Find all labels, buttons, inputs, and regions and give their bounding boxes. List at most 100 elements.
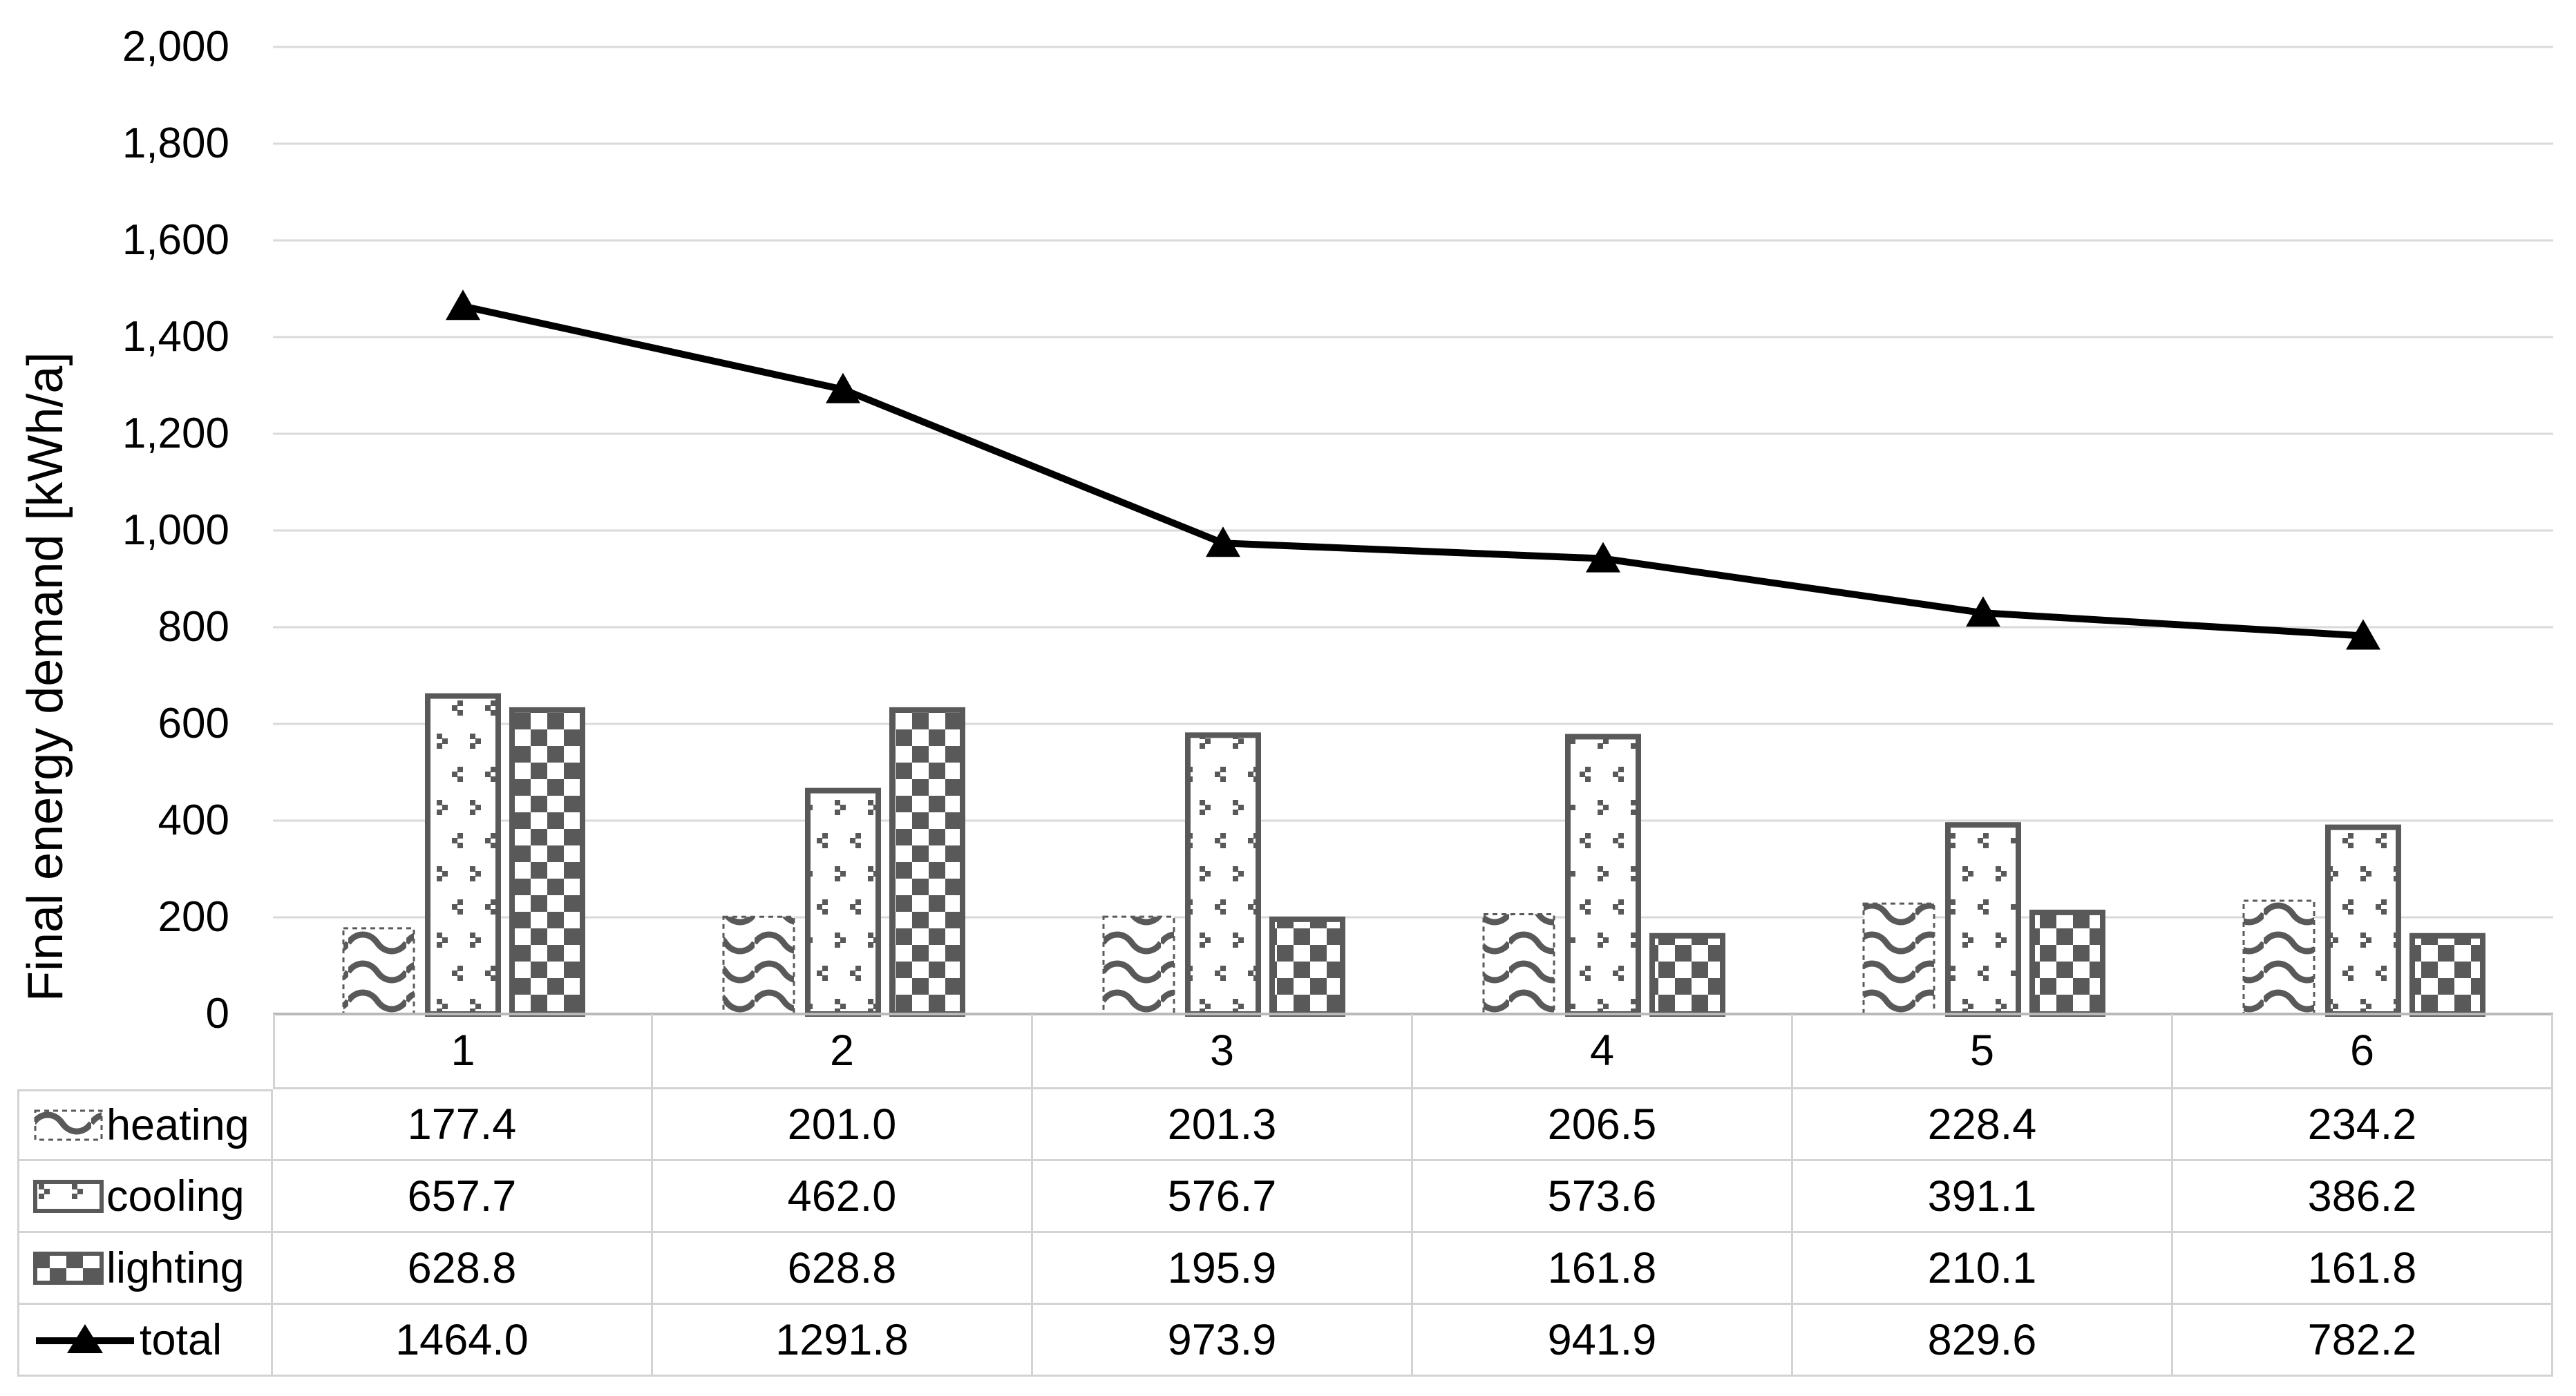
table-value: 210.1 xyxy=(1927,1243,2037,1292)
category-cell: 2 xyxy=(653,1014,1033,1089)
bar-cooling-3 xyxy=(1185,732,1261,1017)
bar-lighting-3 xyxy=(1269,916,1345,1017)
bar-cooling-1 xyxy=(425,693,501,1017)
bar-heating-1 xyxy=(342,927,415,1015)
table-value: 161.8 xyxy=(2307,1243,2417,1292)
bar-heating-6 xyxy=(2242,899,2315,1015)
table-value: 391.1 xyxy=(1927,1172,2037,1221)
category-cell: 5 xyxy=(1793,1014,2173,1089)
marker-total-2 xyxy=(826,372,860,403)
y-tick-label: 1,800 xyxy=(122,119,229,167)
legend-cell-total: total xyxy=(17,1305,273,1377)
marker-total-5 xyxy=(1966,596,2000,627)
table-value: 973.9 xyxy=(1167,1315,1277,1364)
category-label: 1 xyxy=(451,1026,475,1075)
table-value-heating-6: 234.2 xyxy=(2173,1089,2553,1161)
y-tick-label: 400 xyxy=(158,796,229,844)
legend-label: heating xyxy=(106,1101,249,1149)
table-value-total-2: 1291.8 xyxy=(653,1305,1033,1377)
table-value-heating-4: 206.5 xyxy=(1413,1089,1793,1161)
bar-lighting-5 xyxy=(2029,909,2105,1017)
table-value: 177.4 xyxy=(407,1100,517,1149)
category-cell: 1 xyxy=(273,1014,653,1089)
category-cell: 6 xyxy=(2173,1014,2553,1089)
y-tick-label: 600 xyxy=(158,700,229,747)
bar-cooling-2 xyxy=(805,787,881,1017)
table-value: 628.8 xyxy=(407,1243,517,1292)
table-value: 1291.8 xyxy=(775,1315,909,1364)
table-value-total-1: 1464.0 xyxy=(273,1305,653,1377)
table-value: 228.4 xyxy=(1927,1100,2037,1149)
table-value-cooling-4: 573.6 xyxy=(1413,1161,1793,1233)
bar-lighting-6 xyxy=(2409,933,2485,1017)
legend-swatch-checker xyxy=(33,1251,104,1285)
marker-total-3 xyxy=(1206,526,1240,557)
table-value-cooling-5: 391.1 xyxy=(1793,1161,2173,1233)
table-value-heating-5: 228.4 xyxy=(1793,1089,2173,1161)
table-value: 386.2 xyxy=(2307,1172,2417,1221)
table-value: 234.2 xyxy=(2307,1100,2417,1149)
y-tick-label: 2,000 xyxy=(122,23,229,70)
table-value-total-3: 973.9 xyxy=(1033,1305,1413,1377)
category-label: 2 xyxy=(829,1026,855,1075)
table-value-cooling-2: 462.0 xyxy=(653,1161,1033,1233)
legend-label: total xyxy=(140,1315,222,1364)
table-value-total-5: 829.6 xyxy=(1793,1305,2173,1377)
table-value-lighting-2: 628.8 xyxy=(653,1233,1033,1305)
table-value-heating-3: 201.3 xyxy=(1033,1089,1413,1161)
bar-cooling-5 xyxy=(1945,822,2021,1017)
bar-heating-2 xyxy=(722,915,795,1015)
category-cell: 3 xyxy=(1033,1014,1413,1089)
table-value: 829.6 xyxy=(1927,1315,2037,1364)
category-label: 6 xyxy=(2349,1026,2375,1075)
marker-total-4 xyxy=(1586,542,1620,573)
table-value: 576.7 xyxy=(1167,1172,1277,1221)
marker-total-6 xyxy=(2346,619,2380,650)
legend-cell-cooling: cooling xyxy=(17,1161,273,1233)
table-value: 161.8 xyxy=(1547,1243,1657,1292)
bar-heating-3 xyxy=(1102,915,1175,1015)
y-tick-label: 800 xyxy=(158,603,229,651)
table-value: 941.9 xyxy=(1547,1315,1657,1364)
y-tick-label: 1,200 xyxy=(122,410,229,457)
table-value-heating-1: 177.4 xyxy=(273,1089,653,1161)
table-value: 573.6 xyxy=(1547,1172,1657,1221)
y-tick-label: 1,000 xyxy=(122,506,229,554)
category-label: 3 xyxy=(1209,1026,1235,1075)
table-value-lighting-4: 161.8 xyxy=(1413,1233,1793,1305)
table-value: 201.3 xyxy=(1167,1100,1277,1149)
category-label: 5 xyxy=(1969,1026,1995,1075)
legend-label: lighting xyxy=(106,1243,245,1292)
bar-heating-4 xyxy=(1482,912,1555,1015)
legend-swatch-wave xyxy=(34,1109,103,1141)
table-value-cooling-1: 657.7 xyxy=(273,1161,653,1233)
bar-cooling-4 xyxy=(1565,734,1641,1017)
table-value-lighting-5: 210.1 xyxy=(1793,1233,2173,1305)
bar-heating-5 xyxy=(1862,902,1935,1015)
table-value: 628.8 xyxy=(787,1243,897,1292)
y-tick-label: 1,600 xyxy=(122,216,229,264)
legend-cell-lighting: lighting xyxy=(17,1233,273,1305)
table-value-cooling-3: 576.7 xyxy=(1033,1161,1413,1233)
table-value: 1464.0 xyxy=(395,1315,529,1364)
table-value: 657.7 xyxy=(407,1172,517,1221)
table-value: 206.5 xyxy=(1547,1100,1657,1149)
y-tick-label: 200 xyxy=(158,893,229,941)
table-value-total-4: 941.9 xyxy=(1413,1305,1793,1377)
legend-swatch-divot xyxy=(33,1179,104,1213)
table-value-total-6: 782.2 xyxy=(2173,1305,2553,1377)
bar-cooling-6 xyxy=(2325,824,2401,1017)
table-value-lighting-6: 161.8 xyxy=(2173,1233,2553,1305)
table-value-cooling-6: 386.2 xyxy=(2173,1161,2553,1233)
table-value: 462.0 xyxy=(787,1172,897,1221)
table-value: 201.0 xyxy=(787,1100,897,1149)
bar-lighting-2 xyxy=(889,707,965,1017)
table-value-heating-2: 201.0 xyxy=(653,1089,1033,1161)
y-tick-label: 0 xyxy=(205,990,229,1038)
legend-cell-heating: heating xyxy=(17,1089,273,1161)
legend-swatch-line xyxy=(36,1323,134,1353)
category-label: 4 xyxy=(1589,1026,1615,1075)
y-tick-label: 1,400 xyxy=(122,313,229,361)
